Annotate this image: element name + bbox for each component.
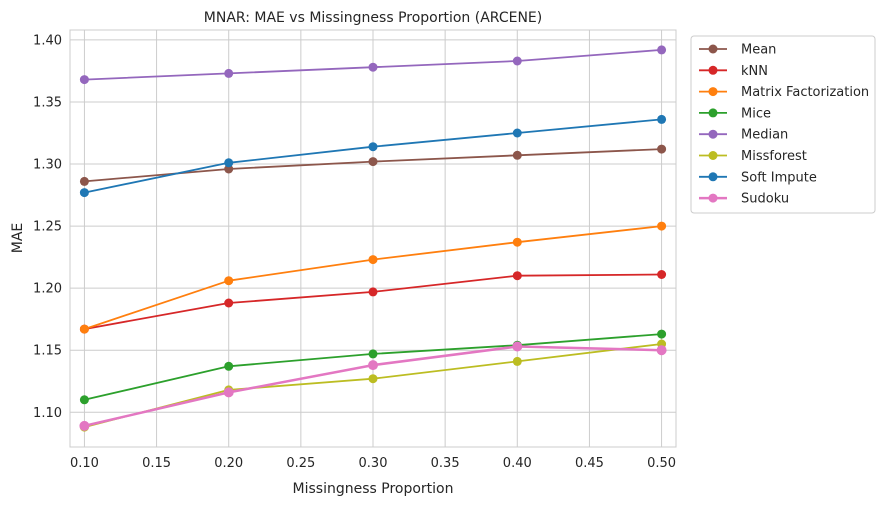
data-point-mean bbox=[512, 150, 522, 160]
series-median bbox=[79, 45, 667, 85]
data-point-sudoku bbox=[223, 387, 234, 398]
data-point-matrix-factorization bbox=[368, 255, 378, 265]
x-tick-label: 0.40 bbox=[503, 456, 532, 471]
legend-label: Soft Impute bbox=[741, 170, 817, 185]
data-point-knn bbox=[512, 271, 522, 281]
legend-item-mice: Mice bbox=[699, 106, 771, 121]
series-layer bbox=[79, 45, 667, 432]
legend-item-matrix-factorization: Matrix Factorization bbox=[699, 85, 869, 100]
data-point-matrix-factorization bbox=[79, 324, 89, 334]
tick-labels: 0.10 0.15 0.20 0.25 0.30 0.35 0.40 0.45 0.50 1.10… bbox=[33, 33, 676, 471]
x-tick-label: 0.35 bbox=[431, 456, 460, 471]
data-point-soft-impute bbox=[224, 158, 234, 168]
data-point-soft-impute bbox=[368, 142, 378, 152]
data-point-knn bbox=[657, 270, 667, 279]
x-tick-label: 0.45 bbox=[575, 456, 604, 471]
legend-label: kNN bbox=[741, 64, 768, 79]
x-tick-label: 0.25 bbox=[286, 456, 315, 471]
y-axis-label: MAE bbox=[10, 223, 26, 254]
data-point-mice bbox=[79, 395, 89, 405]
y-tick-label: 1.35 bbox=[33, 95, 62, 110]
data-point-median bbox=[657, 45, 667, 55]
legend-swatch-marker bbox=[708, 193, 718, 203]
data-point-missforest bbox=[512, 356, 522, 366]
data-point-mean bbox=[657, 144, 667, 154]
x-tick-label: 0.50 bbox=[647, 456, 676, 471]
legend-label: Median bbox=[741, 128, 788, 143]
data-point-mean bbox=[79, 176, 89, 186]
data-point-matrix-factorization bbox=[657, 221, 667, 231]
data-point-mice bbox=[224, 361, 234, 371]
data-point-median bbox=[368, 62, 378, 72]
legend-frame bbox=[690, 35, 876, 214]
data-point-soft-impute bbox=[512, 128, 522, 138]
legend-item-knn: kNN bbox=[699, 64, 768, 79]
legend-swatch-marker bbox=[708, 172, 718, 182]
series-sudoku bbox=[79, 341, 667, 431]
legend-label: Mice bbox=[741, 106, 771, 121]
data-point-missforest bbox=[368, 374, 378, 384]
legend-swatch-marker bbox=[708, 87, 718, 97]
legend-item-missforest: Missforest bbox=[699, 149, 807, 164]
legend-item-mean: Mean bbox=[699, 43, 776, 58]
legend-items: Mean kNN Matrix Factorization Mice Median Mis… bbox=[699, 43, 869, 207]
x-tick-label: 0.20 bbox=[214, 456, 243, 471]
data-point-mice bbox=[657, 329, 667, 339]
legend-label: Sudoku bbox=[741, 192, 789, 207]
plot-frame bbox=[69, 29, 677, 448]
x-tick-label: 0.15 bbox=[142, 456, 171, 471]
data-point-sudoku bbox=[79, 420, 90, 431]
data-point-matrix-factorization bbox=[224, 276, 234, 286]
chart-title: MNAR: MAE vs Missingness Proportion (ARC… bbox=[204, 10, 542, 26]
data-point-mice bbox=[368, 349, 378, 359]
legend-item-soft-impute: Soft Impute bbox=[699, 170, 817, 185]
legend-swatch-marker bbox=[708, 65, 718, 75]
x-axis-label: Missingness Proportion bbox=[293, 481, 454, 497]
legend-swatch-marker bbox=[708, 129, 718, 139]
legend-item-median: Median bbox=[699, 128, 788, 143]
y-tick-label: 1.20 bbox=[33, 282, 62, 297]
y-tick-label: 1.15 bbox=[33, 344, 62, 359]
data-point-knn bbox=[368, 287, 378, 297]
legend-label: Matrix Factorization bbox=[741, 85, 869, 100]
legend-swatch-marker bbox=[708, 151, 718, 160]
legend-swatch-marker bbox=[708, 108, 718, 118]
data-point-median bbox=[512, 56, 522, 66]
legend-label: Missforest bbox=[741, 149, 807, 164]
data-point-sudoku bbox=[512, 341, 523, 352]
legend: Mean kNN Matrix Factorization Mice Median Mis… bbox=[690, 35, 876, 214]
data-point-mean bbox=[368, 157, 378, 167]
data-point-sudoku bbox=[368, 360, 378, 371]
data-point-mean bbox=[224, 164, 234, 174]
y-tick-label: 1.40 bbox=[33, 33, 62, 48]
data-point-median bbox=[224, 68, 234, 78]
y-tick-label: 1.10 bbox=[33, 406, 62, 421]
y-tick-label: 1.30 bbox=[33, 158, 62, 173]
legend-item-sudoku: Sudoku bbox=[699, 192, 789, 207]
data-point-matrix-factorization bbox=[512, 237, 522, 247]
legend-label: Mean bbox=[741, 43, 776, 58]
y-tick-label: 1.25 bbox=[33, 220, 62, 235]
series-soft-impute bbox=[79, 114, 667, 198]
data-point-knn bbox=[224, 298, 234, 308]
data-point-sudoku bbox=[656, 345, 667, 356]
legend-swatch-marker bbox=[708, 44, 718, 54]
x-tick-label: 0.10 bbox=[70, 456, 99, 471]
data-point-soft-impute bbox=[79, 188, 89, 198]
series-matrix-factorization bbox=[79, 221, 667, 334]
data-point-median bbox=[79, 75, 89, 85]
data-point-soft-impute bbox=[657, 114, 667, 124]
x-tick-label: 0.30 bbox=[359, 456, 388, 471]
